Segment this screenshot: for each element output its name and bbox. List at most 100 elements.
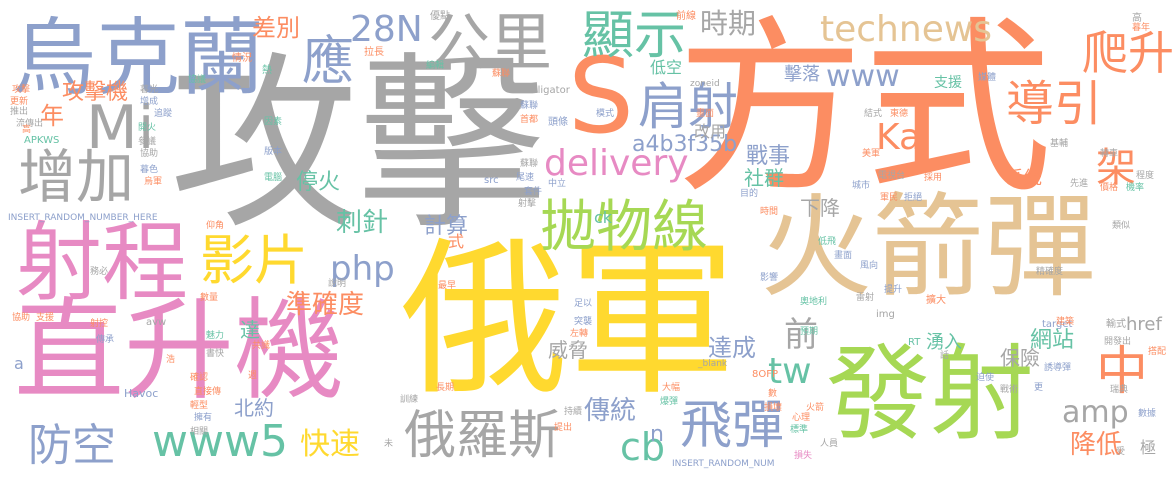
word: src <box>484 175 499 186</box>
word: 保險 <box>1000 346 1040 370</box>
word: 影片 <box>200 229 308 292</box>
word: 更 <box>1034 383 1044 393</box>
word: 追蹤 <box>154 109 173 119</box>
word: RT <box>908 337 921 348</box>
word: n <box>650 422 664 447</box>
word: 降低 <box>1070 430 1123 460</box>
word: 心理 <box>792 413 811 423</box>
word: 風向 <box>860 261 879 271</box>
word: 東德 <box>890 109 909 119</box>
word: 建築 <box>1056 317 1075 327</box>
word: 協議 <box>188 75 207 85</box>
word: 公里 <box>428 6 553 79</box>
word: 模式 <box>596 109 615 119</box>
word: 優點 <box>430 11 450 22</box>
word: 系統 <box>1006 168 1042 189</box>
word: 時期 <box>700 7 757 40</box>
word: 拋物線 <box>540 195 708 260</box>
word: 預期 <box>800 327 819 337</box>
word: 8OFP <box>752 369 779 380</box>
word: 仰角 <box>206 221 225 231</box>
word: 擴大 <box>926 295 946 306</box>
word: www5 <box>152 416 288 467</box>
word: APKWS <box>24 135 60 146</box>
word: INSERT_RANDOM_NUM <box>672 459 775 469</box>
word: 俄羅斯 <box>404 406 561 466</box>
word: 美軍 <box>862 149 881 159</box>
word: 顯示 <box>582 6 687 66</box>
word: 烏克蘭 <box>12 9 265 107</box>
word: 前 <box>784 315 818 355</box>
word: amp <box>1062 395 1129 430</box>
word: 網站 <box>1030 328 1075 353</box>
word: 浩 <box>166 355 176 365</box>
word: href <box>1126 314 1162 335</box>
word: 大幅 <box>662 383 681 393</box>
word: 傳統 <box>584 396 637 426</box>
word: 電腦 <box>264 173 283 183</box>
word: 類似 <box>1112 221 1131 231</box>
word: 年 <box>40 102 64 130</box>
word: 支援 <box>934 75 962 91</box>
word: zoneid <box>690 79 720 89</box>
word: S <box>568 35 635 157</box>
word: 發射 <box>826 333 1035 455</box>
word: 首都 <box>520 115 539 125</box>
word: 傳承 <box>96 335 115 345</box>
word: 烏軍 <box>144 177 163 187</box>
word: 最早 <box>438 281 457 291</box>
word: 價格 <box>1100 183 1119 193</box>
word: 戰術 <box>1000 385 1019 395</box>
word: 中 <box>1096 342 1149 402</box>
word: 射控 <box>90 319 109 329</box>
word: 威脅 <box>548 338 588 362</box>
word: 準確度 <box>286 290 365 320</box>
word: 28N <box>350 9 423 50</box>
word: 協助 <box>12 313 31 323</box>
word: 湧入 <box>926 332 962 353</box>
word: 程度 <box>1136 171 1155 181</box>
word: 畫面 <box>696 109 715 119</box>
word: 火箭彈 <box>760 183 1096 313</box>
word: 先進 <box>1070 179 1089 189</box>
word: 拉長 <box>364 47 384 58</box>
word: img <box>876 309 895 320</box>
word: 足以 <box>574 299 593 309</box>
word: 導引 <box>1006 76 1103 132</box>
word: delivery <box>544 143 689 184</box>
word: 書快 <box>206 349 225 359</box>
word: 說明 <box>328 279 347 289</box>
word: 版本 <box>264 147 283 157</box>
word: 暮色 <box>140 165 159 175</box>
word: 奧地利 <box>800 297 828 307</box>
word: Alligator <box>528 85 570 96</box>
word: 採用 <box>924 173 943 183</box>
word: 開火 <box>138 123 157 133</box>
word: 架 <box>1096 145 1136 191</box>
word: 輸式 <box>1106 319 1126 330</box>
word: 火箭 <box>806 403 825 413</box>
word: 左轉 <box>570 329 589 339</box>
word: 時間 <box>760 207 779 217</box>
word: 數 <box>768 389 778 399</box>
word: 精確度 <box>1036 267 1064 277</box>
word: 套件 <box>524 187 543 197</box>
word: 輕型 <box>190 401 209 411</box>
word: 下降 <box>800 196 840 220</box>
word: 改用 <box>694 122 727 141</box>
word: 俄軍 <box>400 222 736 418</box>
word: 週 <box>248 371 258 381</box>
word: 增成 <box>140 97 159 107</box>
word: 流傳出 <box>16 119 44 129</box>
word: 數據 <box>1138 409 1157 419</box>
word: 高 <box>1132 13 1142 24</box>
word: _blank <box>698 359 728 369</box>
word: 北約 <box>234 396 274 420</box>
word: 軍民 <box>880 193 899 203</box>
word: 相關 <box>190 427 209 437</box>
word: 提出 <box>554 423 573 433</box>
word: 魅力 <box>206 331 225 341</box>
word: 轉車 <box>1100 149 1119 159</box>
word: 擁有 <box>194 413 213 423</box>
word: 低空 <box>650 58 683 77</box>
